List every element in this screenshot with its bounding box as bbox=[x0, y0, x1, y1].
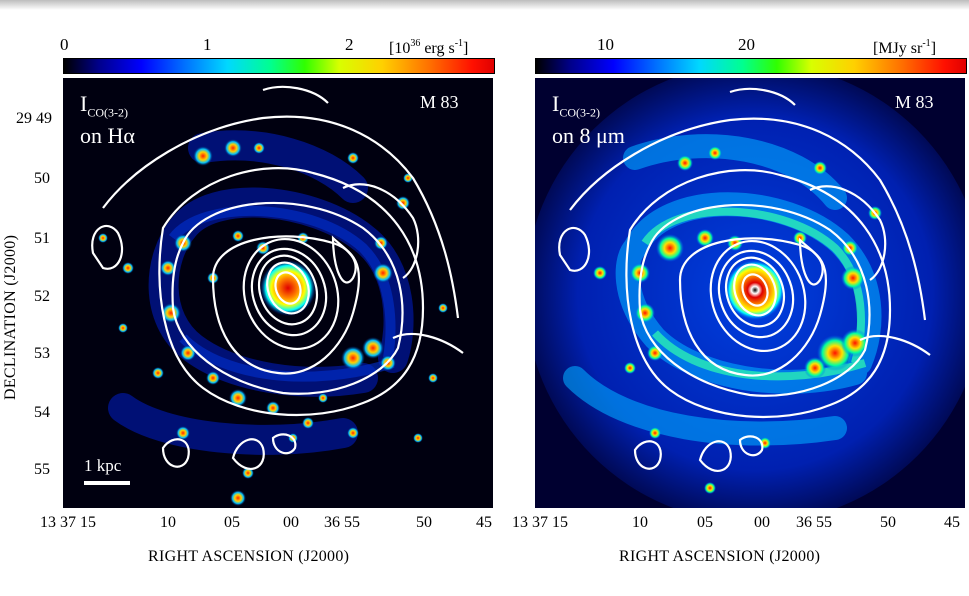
left-panel-label: ICO(3-2) on Hα bbox=[80, 91, 135, 149]
left-colorbar-tick-1: 1 bbox=[203, 35, 212, 54]
left-colorbar-tick-0: 0 bbox=[60, 35, 69, 54]
8-micron-image bbox=[535, 78, 965, 508]
left-ra-tick-50: 50 bbox=[416, 514, 432, 531]
dec-tick-53: 53 bbox=[34, 345, 50, 362]
dec-tick-29-49: 29 49 bbox=[16, 110, 52, 127]
window-top-shadow bbox=[0, 0, 969, 10]
h-alpha-image bbox=[63, 78, 493, 508]
left-colorbar-tick-2: 2 bbox=[345, 35, 354, 54]
left-ra-tick-05: 05 bbox=[224, 514, 240, 531]
dec-tick-54: 54 bbox=[34, 404, 50, 421]
right-colorbar-tick-20: 20 bbox=[738, 35, 755, 54]
right-ra-tick-36-55: 36 55 bbox=[796, 514, 832, 531]
right-galaxy-name: M 83 bbox=[895, 92, 934, 112]
left-ra-axis-title: RIGHT ASCENSION (J2000) bbox=[148, 548, 350, 565]
dec-tick-51: 51 bbox=[34, 230, 50, 247]
right-panel-label: ICO(3-2) on 8 μm bbox=[552, 91, 625, 149]
right-ra-axis-title: RIGHT ASCENSION (J2000) bbox=[619, 548, 821, 565]
right-ra-tick-00: 00 bbox=[754, 514, 770, 531]
dec-axis-title: DECLINATION (J2000) bbox=[2, 234, 19, 400]
right-ra-tick-10: 10 bbox=[632, 514, 648, 531]
dec-tick-52: 52 bbox=[34, 288, 50, 305]
left-colorbar-unit: [1036 erg s-1] bbox=[389, 38, 469, 57]
left-image-panel bbox=[63, 78, 493, 508]
left-ra-tick-36-55: 36 55 bbox=[324, 514, 360, 531]
right-colorbar-tick-10: 10 bbox=[597, 35, 614, 54]
scale-bar-label: 1 kpc bbox=[84, 456, 122, 475]
left-ra-tick-10: 10 bbox=[160, 514, 176, 531]
left-galaxy-name: M 83 bbox=[420, 92, 459, 112]
dec-tick-55: 55 bbox=[34, 461, 50, 478]
right-ra-tick-05: 05 bbox=[697, 514, 713, 531]
right-ra-tick-45: 45 bbox=[944, 514, 960, 531]
right-ra-tick-13-37-15: 13 37 15 bbox=[512, 514, 568, 531]
left-colorbar bbox=[63, 58, 495, 74]
left-ra-tick-45: 45 bbox=[476, 514, 492, 531]
right-colorbar bbox=[535, 58, 967, 74]
dec-tick-50: 50 bbox=[34, 170, 50, 187]
right-image-panel bbox=[535, 78, 965, 508]
right-colorbar-unit: [MJy sr-1] bbox=[873, 38, 937, 57]
scale-bar bbox=[84, 481, 130, 485]
right-ra-tick-50: 50 bbox=[880, 514, 896, 531]
left-ra-tick-00: 00 bbox=[283, 514, 299, 531]
left-ra-tick-13-37-15: 13 37 15 bbox=[40, 514, 96, 531]
